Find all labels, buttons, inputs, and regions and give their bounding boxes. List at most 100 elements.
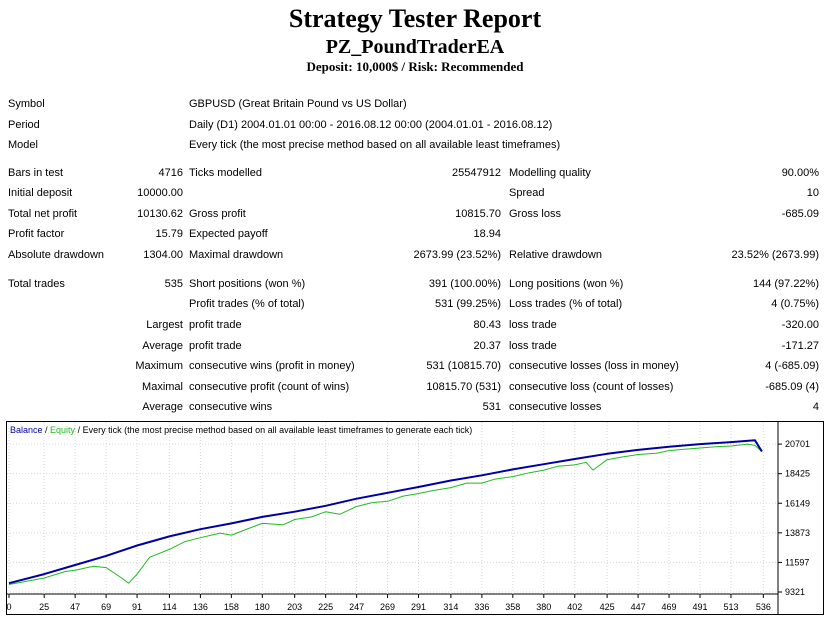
x-tick-label: 136: [193, 602, 208, 612]
legend-equity: Equity: [50, 425, 76, 435]
symbol-label: Symbol: [8, 98, 45, 110]
x-tick-label: 358: [505, 602, 520, 612]
x-tick-label: 469: [662, 602, 677, 612]
x-tick-label: 114: [162, 602, 176, 612]
maxwins-value: 531 (10815.70): [426, 360, 501, 372]
deposit-label: Initial deposit: [8, 187, 73, 199]
largest-profit-label: profit trade: [189, 319, 242, 331]
reldd-label: Relative drawdown: [509, 249, 602, 261]
largest-loss-label: loss trade: [509, 319, 557, 331]
x-tick-label: 491: [692, 602, 707, 612]
x-tick-label: 447: [631, 602, 646, 612]
equity-line: [8, 443, 763, 585]
pf-label: Profit factor: [8, 228, 65, 240]
x-tick-label: 25: [39, 602, 49, 612]
deposit-value: 10000.00: [137, 187, 183, 199]
maxlosses-label: consecutive losses (loss in money): [509, 360, 679, 372]
maximum-label: Maximum: [135, 360, 183, 372]
y-tick-label: 9321: [785, 587, 805, 597]
bars-value: 4716: [158, 167, 183, 179]
maxloss-value: -685.09 (4): [765, 381, 819, 393]
maximal-label: Maximal: [142, 381, 183, 393]
y-tick-label: 20701: [785, 439, 810, 449]
avgwins-label: consecutive wins: [189, 401, 273, 413]
avglosses-label: consecutive losses: [509, 401, 602, 413]
quality-value: 90.00%: [781, 167, 819, 179]
short-label: Short positions (won %): [189, 278, 306, 290]
ticks-label: Ticks modelled: [189, 167, 262, 179]
series-lines: [8, 439, 763, 585]
maxwins-label: consecutive wins (profit in money): [189, 360, 355, 372]
x-tick-label: 0: [6, 602, 11, 612]
average-label: Average: [142, 340, 183, 352]
maxdd-value: 2673.99 (23.52%): [413, 249, 501, 261]
report-subtitle: Deposit: 10,000$ / Risk: Recommended: [306, 59, 524, 74]
average-profit-value: 20.37: [473, 340, 501, 352]
report-title: Strategy Tester Report: [288, 4, 542, 33]
x-tick-label: 425: [600, 602, 615, 612]
grossprofit-value: 10815.70: [455, 208, 501, 220]
long-value: 144 (97.22%): [752, 278, 819, 290]
absdd-value: 1304.00: [143, 249, 183, 261]
netprofit-label: Total net profit: [8, 208, 78, 220]
grossprofit-label: Gross profit: [189, 208, 246, 220]
x-tick-label: 47: [70, 602, 80, 612]
x-tick-label: 203: [287, 602, 302, 612]
x-tick-label: 513: [723, 602, 738, 612]
absdd-label: Absolute drawdown: [8, 249, 105, 261]
ptrades-label: Profit trades (% of total): [189, 298, 305, 310]
x-tick-label: 69: [101, 602, 111, 612]
balance-line: [8, 439, 763, 585]
payoff-label: Expected payoff: [189, 228, 268, 240]
spread-label: Spread: [509, 187, 545, 199]
grid: [7, 422, 778, 594]
chart-legend: Balance / Equity / Every tick (the most …: [10, 425, 472, 435]
avgwins-value: 531: [482, 401, 501, 413]
model-value: Every tick (the most precise method base…: [189, 139, 561, 151]
grossloss-label: Gross loss: [509, 208, 561, 220]
payoff-value: 18.94: [473, 228, 501, 240]
maxprofit-value: 10815.70 (531): [426, 381, 501, 393]
ptrades-value: 531 (99.25%): [434, 298, 501, 310]
maxloss-label: consecutive loss (count of losses): [509, 381, 674, 393]
maxprofit-label: consecutive profit (count of wins): [189, 381, 350, 393]
largest-loss-value: -320.00: [781, 319, 819, 331]
legend-balance: Balance: [10, 425, 43, 435]
x-tick-label: 380: [536, 602, 551, 612]
ticks-value: 25547912: [452, 167, 501, 179]
bars-label: Bars in test: [8, 167, 64, 179]
spread-value: 10: [806, 187, 819, 199]
x-tick-label: 225: [318, 602, 333, 612]
y-tick-label: 18425: [785, 469, 810, 479]
legend-description: Every tick (the most precise method base…: [83, 425, 473, 435]
period-value: Daily (D1) 2004.01.01 00:00 - 2016.08.12…: [189, 119, 553, 131]
axis-ticks: 0 25 47 69 91 114 136 158 180 203 225 247 269 291 314 3…: [6, 439, 810, 612]
trades-value: 535: [164, 278, 183, 290]
short-value: 391 (100.00%): [428, 278, 501, 290]
pf-value: 15.79: [155, 228, 183, 240]
model-label: Model: [8, 139, 38, 151]
x-tick-label: 180: [255, 602, 270, 612]
largest-profit-value: 80.43: [473, 319, 501, 331]
largest-label: Largest: [146, 319, 183, 331]
x-tick-label: 402: [567, 602, 582, 612]
grossloss-value: -685.09: [781, 208, 819, 220]
balance-equity-chart: 0 25 47 69 91 114 136 158 180 203 225 247 269 291 314 3…: [6, 421, 824, 615]
average-loss-value: -171.27: [781, 340, 819, 352]
maxlosses-value: 4 (-685.09): [765, 360, 819, 372]
x-tick-label: 158: [224, 602, 239, 612]
y-tick-label: 13873: [785, 528, 810, 538]
ea-name: PZ_PoundTraderEA: [325, 36, 505, 58]
x-tick-label: 314: [443, 602, 458, 612]
legend-sep-2: /: [75, 425, 83, 435]
average2-label: Average: [142, 401, 183, 413]
ltrades-value: 4 (0.75%): [771, 298, 819, 310]
maxdd-label: Maximal drawdown: [189, 249, 284, 261]
netprofit-value: 10130.62: [137, 208, 183, 220]
x-tick-label: 269: [380, 602, 395, 612]
x-tick-label: 247: [349, 602, 364, 612]
symbol-value: GBPUSD (Great Britain Pound vs US Dollar…: [189, 98, 407, 110]
legend-sep-1: /: [43, 425, 51, 435]
reldd-value: 23.52% (2673.99): [731, 249, 819, 261]
quality-label: Modelling quality: [509, 167, 591, 179]
